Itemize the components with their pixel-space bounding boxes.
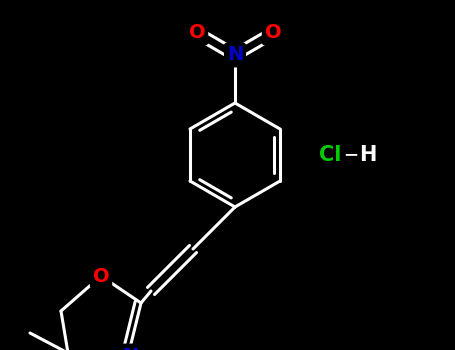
Text: O: O <box>93 266 109 286</box>
Text: O: O <box>265 23 281 42</box>
Text: Cl: Cl <box>319 145 341 165</box>
Text: O: O <box>189 23 205 42</box>
Text: ─: ─ <box>346 145 359 165</box>
Text: N: N <box>227 46 243 64</box>
Text: H: H <box>359 145 377 165</box>
Text: N: N <box>122 346 138 350</box>
